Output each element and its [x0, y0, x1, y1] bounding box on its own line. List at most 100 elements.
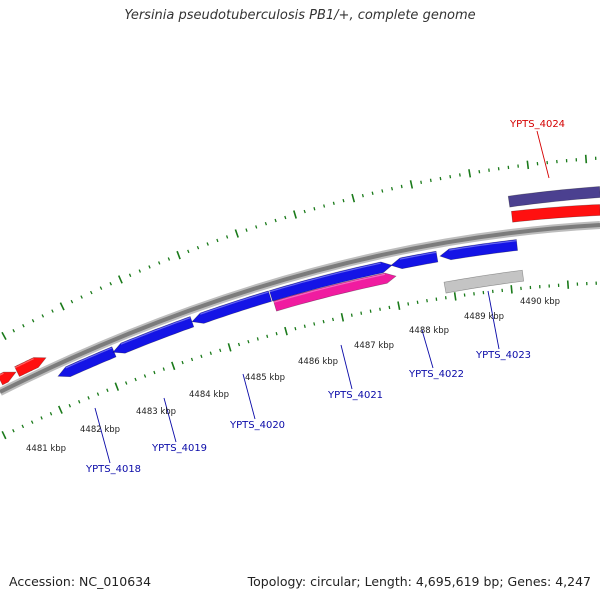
- cds-left-edge-1: [0, 371, 17, 386]
- outer-ring-minor-tick: [323, 204, 326, 208]
- tick-labels: 4481 kbp 4482 kbp 4483 kbp 4484 kbp 4485 kbp…: [26, 297, 560, 454]
- scale-minor-tick: [322, 319, 325, 324]
- gene-ypts-4021-cds-highlight: [269, 262, 381, 293]
- scale-minor-tick: [30, 420, 34, 424]
- scale-major-tick: [114, 382, 120, 391]
- outer-ring-major-tick: [117, 275, 123, 284]
- scale-minor-tick: [162, 367, 165, 371]
- gene-label-ypts-4019: YPTS_4019: [151, 443, 207, 454]
- outer-ring-minor-tick: [420, 180, 423, 185]
- outer-ring-minor-tick: [157, 261, 161, 265]
- scale-major-tick: [284, 326, 288, 336]
- outer-ring-minor-tick: [429, 178, 432, 183]
- gene-labels: YPTS_4018 YPTS_4019 YPTS_4020 YPTS_4021 YPTS…: [85, 119, 565, 475]
- label-leader-ypts-4024: [536, 130, 550, 179]
- outer-ring-minor-tick: [196, 245, 200, 250]
- scale-minor-tick: [379, 307, 381, 311]
- scale-label: 4482 kbp: [80, 425, 120, 435]
- outer-ring-minor-tick: [439, 176, 442, 181]
- outer-ring-minor-tick: [206, 242, 209, 246]
- scale-label: 4483 kbp: [136, 407, 176, 417]
- outer-ring-major-tick: [293, 210, 297, 219]
- outer-ring-minor-tick: [303, 209, 306, 214]
- scale-label: 4489 kbp: [464, 312, 504, 322]
- pseudogene-ypts-4021-highlight: [273, 273, 386, 303]
- scale-minor-tick: [416, 300, 419, 305]
- gene-ypts-4020: [191, 290, 272, 324]
- scale-minor-tick: [68, 403, 72, 408]
- gene-label-ypts-4018: YPTS_4018: [85, 464, 141, 475]
- label-leader-ypts-4023: [487, 290, 500, 350]
- gene-ypts-4020-highlight: [200, 291, 269, 315]
- scale-minor-tick: [350, 313, 353, 317]
- label-leader-ypts-4018: [94, 407, 111, 464]
- outer-ring-major-tick: [351, 193, 356, 203]
- outer-ring-minor-tick: [449, 174, 452, 179]
- gene-ypts-4022-highlight: [399, 251, 437, 260]
- gene-ypts-4022: [390, 250, 439, 270]
- scale-label: 4487 kbp: [354, 341, 394, 351]
- scale-major-tick: [227, 343, 232, 352]
- gene-label-ypts-4022: YPTS_4022: [408, 369, 464, 380]
- scale-minor-tick: [426, 298, 428, 303]
- scale-minor-tick: [360, 311, 363, 315]
- outer-ring-minor-tick: [313, 207, 316, 211]
- gene-ypts-4021-cds: [269, 261, 393, 302]
- scale-minor-tick: [124, 381, 128, 385]
- outer-ring-minor-tick: [167, 257, 171, 261]
- scale-label: 4490 kbp: [520, 297, 560, 307]
- outer-ring-minor-tick: [138, 269, 142, 273]
- scale-minor-tick: [12, 429, 15, 433]
- scale-minor-tick: [49, 412, 53, 416]
- feature-ypts-4023: [443, 269, 525, 294]
- outer-ring-minor-tick: [381, 189, 384, 193]
- gene-ypts-4019-highlight: [120, 317, 191, 345]
- outer-ring-minor-tick: [371, 191, 374, 195]
- gene-label-ypts-4023: YPTS_4023: [475, 350, 531, 361]
- scale-minor-tick: [96, 392, 100, 396]
- outer-ring-minor-tick: [284, 215, 287, 220]
- outer-ring-minor-tick: [51, 309, 54, 313]
- outer-ring-minor-tick: [90, 290, 93, 295]
- scale-minor-tick: [87, 396, 90, 400]
- outer-ring-minor-tick: [255, 225, 258, 229]
- scale-label: 4486 kbp: [298, 357, 338, 367]
- scale-minor-tick: [303, 324, 306, 328]
- outer-ring-minor-tick: [342, 198, 345, 203]
- scale-minor-tick: [21, 424, 25, 429]
- outer-ring-minor-tick: [22, 324, 25, 328]
- scale-major-tick: [397, 301, 401, 310]
- label-leaders: [94, 130, 550, 464]
- cds-left-edge-1-highlight: [0, 372, 4, 376]
- scale-minor-tick: [134, 377, 137, 382]
- gene-ypts-4023-cds: [439, 239, 518, 261]
- outer-ring-minor-tick: [109, 282, 112, 286]
- scale-minor-tick: [331, 317, 335, 322]
- inner-tick-ring: [1, 280, 597, 440]
- scale-minor-tick: [369, 309, 372, 313]
- outer-ring-minor-tick: [99, 286, 103, 290]
- scale-major-tick: [510, 285, 513, 294]
- scale-minor-tick: [313, 322, 316, 326]
- outer-ring-minor-tick: [458, 173, 461, 177]
- scale-label: 4484 kbp: [189, 390, 229, 400]
- label-leader-ypts-4021: [340, 344, 353, 390]
- scale-minor-tick: [200, 354, 203, 359]
- outer-ring-major-tick: [1, 331, 7, 340]
- gene-ypts-4023-cds-highlight: [449, 240, 517, 251]
- outer-ring-major-tick: [59, 302, 65, 311]
- outer-ring-minor-tick: [41, 314, 45, 318]
- scale-minor-tick: [237, 342, 241, 347]
- feature-track: [0, 186, 600, 386]
- outer-ring-minor-tick: [31, 319, 35, 323]
- scale-minor-tick: [294, 326, 297, 331]
- scale-minor-tick: [219, 348, 222, 353]
- scale-minor-tick: [77, 400, 81, 404]
- gene-label-ypts-4021: YPTS_4021: [327, 390, 383, 401]
- outer-tick-ring: [1, 154, 597, 340]
- outer-ring-major-tick: [409, 180, 414, 189]
- outer-ring-major-tick: [584, 154, 588, 164]
- outer-ring-major-tick: [176, 250, 181, 260]
- scale-label: 4485 kbp: [245, 373, 285, 383]
